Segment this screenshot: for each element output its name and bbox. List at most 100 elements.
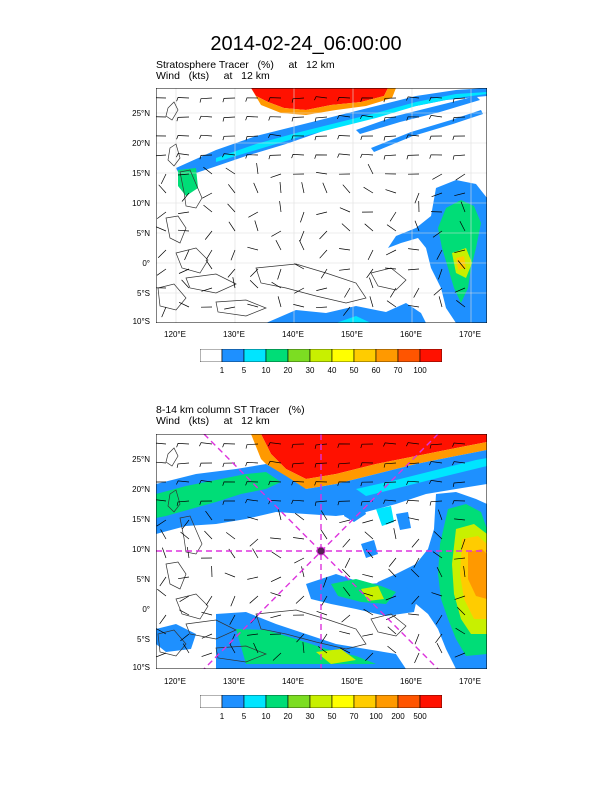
wind-barb	[366, 268, 374, 279]
wind-barb	[268, 97, 282, 102]
colorbar-swatch	[353, 695, 377, 708]
wind-barb	[156, 211, 167, 219]
wind-barb	[156, 226, 167, 232]
wind-barb	[156, 268, 167, 276]
wind-barb	[436, 567, 443, 578]
wind-barb	[156, 652, 167, 658]
lower-colorbar-label: 100	[369, 712, 383, 721]
wind-barb	[320, 510, 328, 521]
wind-barb	[181, 192, 190, 202]
wind-barb	[435, 633, 443, 644]
wind-barb	[156, 154, 167, 157]
wind-barb	[433, 531, 443, 540]
wind-barb	[314, 443, 328, 449]
wind-barb	[360, 97, 374, 102]
wind-barb	[411, 595, 420, 605]
wind-barb	[253, 642, 259, 654]
wind-barb	[342, 184, 351, 194]
wind-barb	[160, 173, 167, 185]
wind-barb	[314, 135, 328, 141]
wind-barb	[369, 277, 374, 289]
upper-colorbar-label: 60	[371, 366, 381, 375]
wind-barb	[222, 153, 236, 158]
wind-barb	[156, 499, 167, 502]
wind-barb	[204, 530, 213, 540]
wind-barb	[225, 532, 236, 540]
wind-barb	[161, 306, 167, 318]
wind-barb	[298, 239, 305, 251]
wind-barb	[277, 296, 282, 308]
wind-barb	[432, 551, 443, 559]
wind-barb	[362, 573, 374, 578]
lower-lon-label: 150°E	[341, 677, 363, 686]
lower-wind-barbs	[156, 442, 466, 664]
wind-barb	[294, 513, 305, 521]
lower-lat-label: 5°N	[136, 575, 150, 584]
wind-barb	[205, 259, 213, 270]
wind-barb	[343, 586, 351, 597]
wind-barb	[452, 135, 466, 141]
wind-barb	[296, 633, 305, 643]
wind-barb	[177, 229, 190, 232]
colorbar-swatch	[353, 349, 377, 362]
wind-barb	[199, 115, 213, 121]
wind-barb	[291, 116, 305, 122]
lower-colorbar-label: 10	[261, 712, 271, 721]
wind-barb	[160, 529, 167, 540]
wind-barb	[362, 592, 374, 597]
wind-barb	[271, 281, 282, 289]
wind-barb	[383, 135, 397, 141]
wind-barb	[156, 628, 167, 635]
wind-barb	[389, 211, 397, 222]
wind-barb	[176, 480, 190, 485]
wind-barb	[230, 595, 236, 607]
wind-barb	[363, 608, 374, 616]
wind-barb	[316, 211, 328, 215]
wind-barb	[459, 221, 466, 232]
wind-barb	[414, 220, 420, 232]
wind-barb	[245, 135, 259, 141]
wind-barb	[322, 576, 328, 588]
wind-barb	[429, 154, 443, 159]
wind-barb	[294, 557, 305, 564]
wind-barb	[365, 652, 374, 662]
wind-barb	[435, 614, 443, 625]
wind-barb	[452, 481, 466, 487]
wind-barb	[387, 645, 397, 654]
wind-barb	[161, 547, 167, 559]
wind-barb	[199, 462, 213, 468]
wind-barb	[279, 181, 282, 194]
wind-barb	[457, 606, 466, 616]
wind-barb	[314, 481, 328, 486]
wind-barb	[367, 249, 374, 261]
wind-barb	[432, 230, 443, 238]
wind-barb	[182, 643, 190, 654]
wind-barb	[224, 572, 236, 578]
wind-barb	[176, 443, 190, 448]
wind-barb	[182, 519, 190, 530]
wind-barb	[201, 287, 213, 292]
wind-barb	[385, 519, 397, 525]
wind-barb	[339, 268, 351, 271]
upper-lat-label: 5°S	[137, 289, 150, 298]
wind-barb	[429, 443, 443, 449]
upper-colorbar-label: 40	[327, 366, 337, 375]
lower-lon-label: 140°E	[282, 677, 304, 686]
upper-lat-label: 0°	[142, 259, 150, 268]
wind-barb	[201, 611, 213, 616]
wind-barb	[408, 248, 420, 251]
wind-barb	[456, 300, 466, 308]
lower-colorbar-label: 200	[391, 712, 405, 721]
wind-barb	[270, 614, 282, 619]
wind-barb	[291, 481, 305, 486]
wind-barb	[340, 647, 351, 654]
wind-barb	[341, 614, 351, 623]
wind-barb	[316, 287, 328, 291]
wind-barb	[228, 221, 236, 232]
lower-panel-title-line2: Wind (kts) at 12 km	[156, 415, 270, 427]
wind-barb	[228, 184, 236, 194]
wind-barb	[314, 116, 328, 122]
wind-barb	[319, 249, 328, 259]
colorbar-swatch	[287, 695, 311, 708]
wind-barb	[337, 443, 351, 448]
